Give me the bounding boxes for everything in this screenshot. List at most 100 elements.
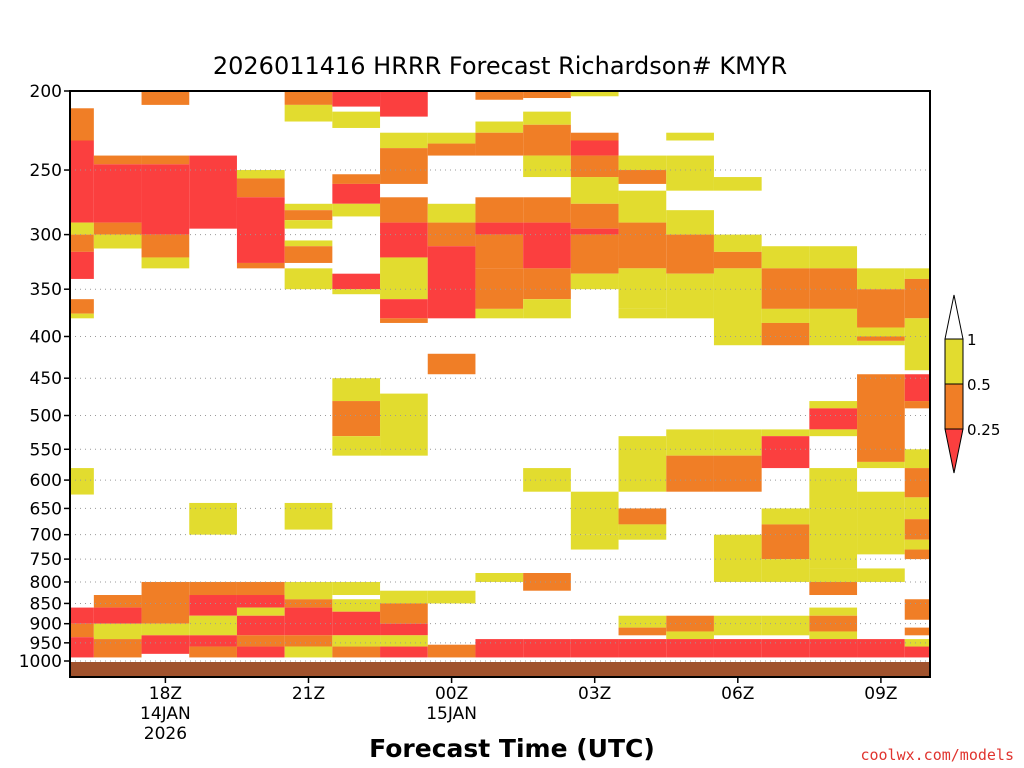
ri-cell	[475, 132, 524, 156]
ri-cell	[380, 603, 428, 624]
ri-cell	[570, 203, 619, 229]
ri-cell	[761, 246, 810, 269]
ri-cell	[332, 646, 381, 658]
ri-cell	[570, 91, 619, 97]
y-axis: 200 250 300 350 400 450 500 550 600 650 700 750 8008…	[19, 82, 70, 672]
ri-cell	[713, 234, 762, 252]
ri-cell	[70, 108, 94, 141]
ri-cell	[141, 257, 190, 269]
ri-cell	[70, 313, 94, 319]
ri-cell	[904, 539, 930, 550]
ri-cell	[332, 91, 381, 107]
ri-cell	[904, 497, 930, 520]
ri-cell	[809, 631, 858, 640]
ri-cell	[70, 222, 94, 235]
ri-cell	[332, 599, 381, 612]
ri-cell	[475, 639, 524, 658]
x-tick-label: 06Z	[721, 684, 754, 704]
ri-cell	[618, 190, 667, 223]
ri-cell	[666, 429, 714, 456]
ri-cell	[70, 468, 94, 495]
ri-cell	[93, 222, 142, 235]
ri-cell	[570, 534, 619, 550]
ri-cell	[284, 607, 333, 636]
ri-cell	[380, 91, 428, 117]
ri-cell	[380, 646, 428, 658]
ri-cell	[809, 508, 858, 569]
ri-cell	[666, 234, 714, 274]
ri-cell	[809, 607, 858, 616]
ri-cell	[427, 132, 476, 144]
ri-cell	[332, 273, 381, 290]
ri-cell	[427, 246, 476, 319]
ri-cell	[523, 268, 571, 300]
ri-cell	[141, 164, 190, 235]
ri-cell	[904, 519, 930, 540]
ri-cell	[189, 615, 237, 636]
data-cells	[70, 91, 930, 658]
ri-cell	[236, 581, 285, 596]
ri-cell	[618, 508, 667, 525]
ri-cell	[380, 197, 428, 223]
ri-cell	[427, 353, 476, 375]
ri-cell	[523, 639, 571, 658]
ri-cell	[284, 210, 333, 221]
ri-cell	[380, 299, 428, 319]
gridlines	[70, 169, 930, 662]
ri-cell	[284, 635, 333, 647]
ri-cell	[713, 251, 762, 269]
ri-cell	[141, 91, 190, 105]
ri-cell	[570, 155, 619, 178]
ri-cell	[380, 318, 428, 323]
ri-cell	[618, 627, 667, 636]
ri-cell	[427, 222, 476, 247]
ri-cell	[761, 559, 810, 582]
ri-cell	[666, 455, 714, 492]
y-tick-label: 900	[30, 615, 62, 635]
ri-cell	[380, 590, 428, 604]
ri-cell	[236, 607, 285, 616]
ri-cell	[332, 611, 381, 636]
ri-cell	[666, 273, 714, 319]
legend-label: 0.25	[967, 421, 1000, 439]
ri-cell	[236, 646, 285, 658]
x-axis-label: Forecast Time (UTC)	[369, 734, 655, 763]
ri-cell	[189, 581, 237, 596]
ri-cell	[70, 140, 94, 223]
ri-cell	[809, 401, 858, 409]
ri-cell	[475, 222, 524, 235]
ri-cell	[857, 336, 905, 341]
ri-cell	[475, 91, 524, 100]
ri-cell	[236, 595, 285, 608]
legend-bottom-triangle	[944, 428, 964, 474]
ri-cell	[570, 177, 619, 204]
ri-cell	[93, 234, 142, 249]
ri-cell	[475, 308, 524, 319]
ri-cell	[380, 222, 428, 258]
ri-cell	[332, 401, 381, 437]
ri-cell	[189, 155, 237, 229]
ri-cell	[380, 257, 428, 300]
ri-cell	[761, 436, 810, 469]
ri-cell	[236, 178, 285, 198]
ri-cell	[332, 183, 381, 204]
legend-label: 1	[967, 331, 977, 349]
ri-cell	[332, 203, 381, 217]
ri-cell	[857, 461, 905, 469]
ri-cell	[570, 234, 619, 274]
ri-cell	[904, 639, 930, 647]
ri-cell	[809, 639, 858, 658]
ri-cell	[93, 639, 142, 658]
ri-cell	[523, 468, 571, 492]
ri-cell	[236, 635, 285, 647]
ri-cell	[904, 374, 930, 402]
ri-cell	[618, 155, 667, 171]
ri-cell	[189, 595, 237, 616]
chart-title: 2026011416 HRRR Forecast Richardson# KMY…	[213, 52, 787, 80]
ri-cell	[809, 429, 858, 437]
ri-cell	[523, 111, 571, 125]
ri-cell	[93, 595, 142, 608]
ri-cell	[284, 91, 333, 105]
ri-cell	[809, 408, 858, 430]
